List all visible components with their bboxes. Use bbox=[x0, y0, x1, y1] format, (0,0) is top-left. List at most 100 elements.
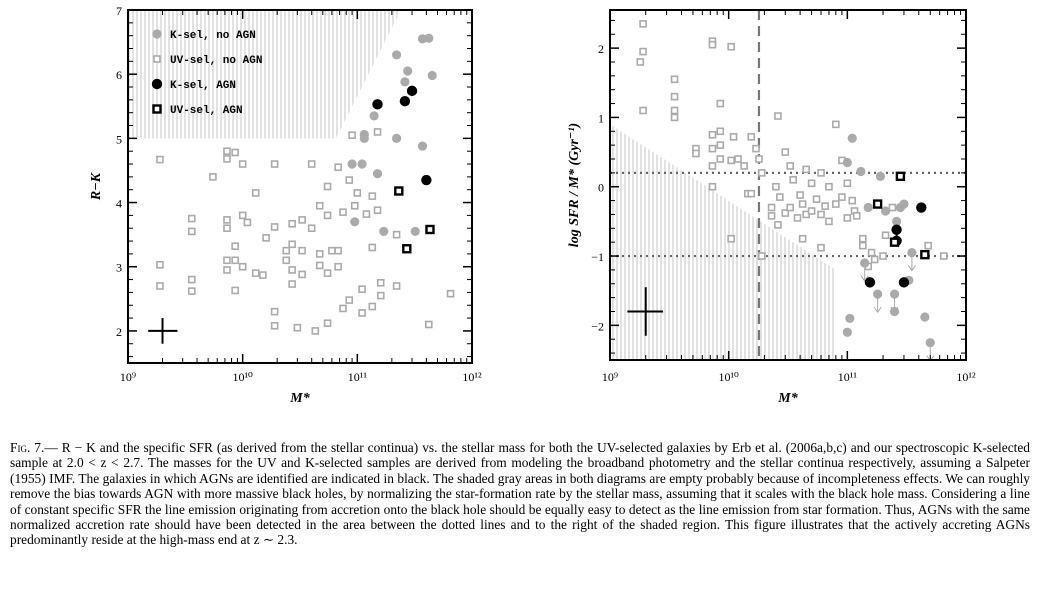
right-point bbox=[895, 171, 906, 182]
right-point bbox=[708, 182, 717, 191]
left-point bbox=[187, 275, 196, 284]
left-x-tick-label: 10¹² bbox=[462, 370, 482, 384]
left-point bbox=[368, 243, 377, 252]
right-point bbox=[670, 113, 679, 122]
left-x-tick-label: 10¹¹ bbox=[348, 370, 368, 384]
right-point bbox=[888, 203, 897, 212]
left-point bbox=[394, 186, 404, 196]
right-point bbox=[802, 165, 810, 174]
left-point bbox=[270, 321, 279, 330]
left-point bbox=[270, 223, 279, 231]
left-point bbox=[270, 160, 279, 168]
left-y-tick-label: 2 bbox=[116, 325, 122, 339]
right-point bbox=[843, 214, 852, 222]
right-point bbox=[858, 234, 867, 243]
left-point bbox=[345, 296, 354, 304]
left-point bbox=[345, 176, 354, 184]
right-point bbox=[843, 179, 852, 188]
right-point bbox=[899, 199, 909, 209]
left-point bbox=[323, 182, 332, 191]
right-point bbox=[708, 162, 717, 170]
left-point bbox=[350, 217, 360, 227]
right-point bbox=[798, 234, 807, 243]
right-point bbox=[842, 327, 852, 337]
right-frame bbox=[609, 9, 967, 361]
left-point bbox=[410, 226, 420, 237]
left-point bbox=[399, 95, 411, 107]
right-point bbox=[639, 20, 647, 28]
left-point bbox=[425, 224, 435, 235]
right-point bbox=[925, 338, 935, 348]
left-legend-label: K-sel, AGN bbox=[170, 80, 236, 92]
left-point bbox=[270, 307, 279, 316]
right-point bbox=[847, 133, 857, 143]
caption-text: R − K and the specific SFR (as derived f… bbox=[10, 440, 1030, 548]
right-point bbox=[708, 144, 717, 153]
left-point bbox=[421, 174, 432, 186]
right-point bbox=[716, 155, 725, 163]
left-y-axis-label: R−K bbox=[89, 171, 104, 201]
right-point bbox=[825, 217, 833, 226]
right-point bbox=[812, 195, 821, 204]
left-point bbox=[187, 214, 196, 223]
left-point bbox=[424, 33, 434, 43]
right-y-axis-label: log SFR / M* (Gyr⁻¹) bbox=[567, 123, 582, 247]
left-point bbox=[282, 246, 291, 255]
right-y-tick-label: 2 bbox=[598, 42, 604, 56]
left-point bbox=[392, 230, 401, 239]
left-point bbox=[282, 256, 291, 265]
left-point bbox=[223, 256, 231, 265]
left-point bbox=[209, 173, 217, 181]
left-point bbox=[334, 163, 342, 172]
left-point bbox=[339, 208, 347, 216]
left-point bbox=[379, 226, 389, 237]
left-point bbox=[424, 320, 433, 329]
right-upper-limit-arrowhead bbox=[907, 265, 916, 272]
left-point bbox=[238, 160, 247, 168]
right-point bbox=[807, 207, 816, 215]
left-point bbox=[231, 242, 239, 250]
right-point bbox=[793, 214, 802, 222]
right-point bbox=[924, 241, 932, 250]
right-point bbox=[747, 133, 756, 141]
left-point bbox=[353, 189, 362, 197]
right-point bbox=[781, 148, 790, 156]
right-point bbox=[880, 206, 891, 216]
left-point bbox=[293, 323, 302, 332]
left-point bbox=[288, 280, 296, 288]
right-point bbox=[881, 231, 890, 240]
left-point bbox=[347, 159, 357, 169]
left-point bbox=[231, 286, 239, 295]
left-point bbox=[238, 262, 247, 271]
left-point bbox=[288, 240, 296, 249]
left-point bbox=[402, 244, 412, 254]
left-shaded-region bbox=[128, 10, 401, 139]
right-point bbox=[716, 99, 725, 108]
left-x-tick-label: 10¹⁰ bbox=[232, 370, 253, 384]
left-point bbox=[359, 133, 369, 143]
right-point bbox=[821, 202, 829, 210]
left-point bbox=[298, 216, 306, 224]
left-point bbox=[357, 159, 367, 169]
left-point bbox=[391, 50, 402, 60]
left-point bbox=[400, 77, 410, 87]
right-point bbox=[734, 155, 742, 163]
right-point bbox=[825, 182, 833, 191]
left-point bbox=[334, 246, 342, 255]
right-point bbox=[740, 162, 748, 170]
left-point bbox=[334, 262, 342, 271]
left-point bbox=[369, 111, 379, 121]
right-point bbox=[817, 210, 825, 219]
left-point bbox=[376, 278, 385, 287]
right-point bbox=[872, 199, 883, 209]
left-point bbox=[231, 256, 239, 265]
left-point bbox=[323, 319, 332, 328]
right-point bbox=[747, 189, 756, 198]
left-point bbox=[392, 282, 401, 290]
right-point bbox=[860, 258, 870, 268]
right-point bbox=[856, 166, 866, 177]
right-point bbox=[920, 249, 930, 260]
right-point bbox=[891, 216, 902, 226]
caption-label: Fig. 7.— bbox=[10, 440, 58, 455]
right-point bbox=[817, 243, 825, 252]
